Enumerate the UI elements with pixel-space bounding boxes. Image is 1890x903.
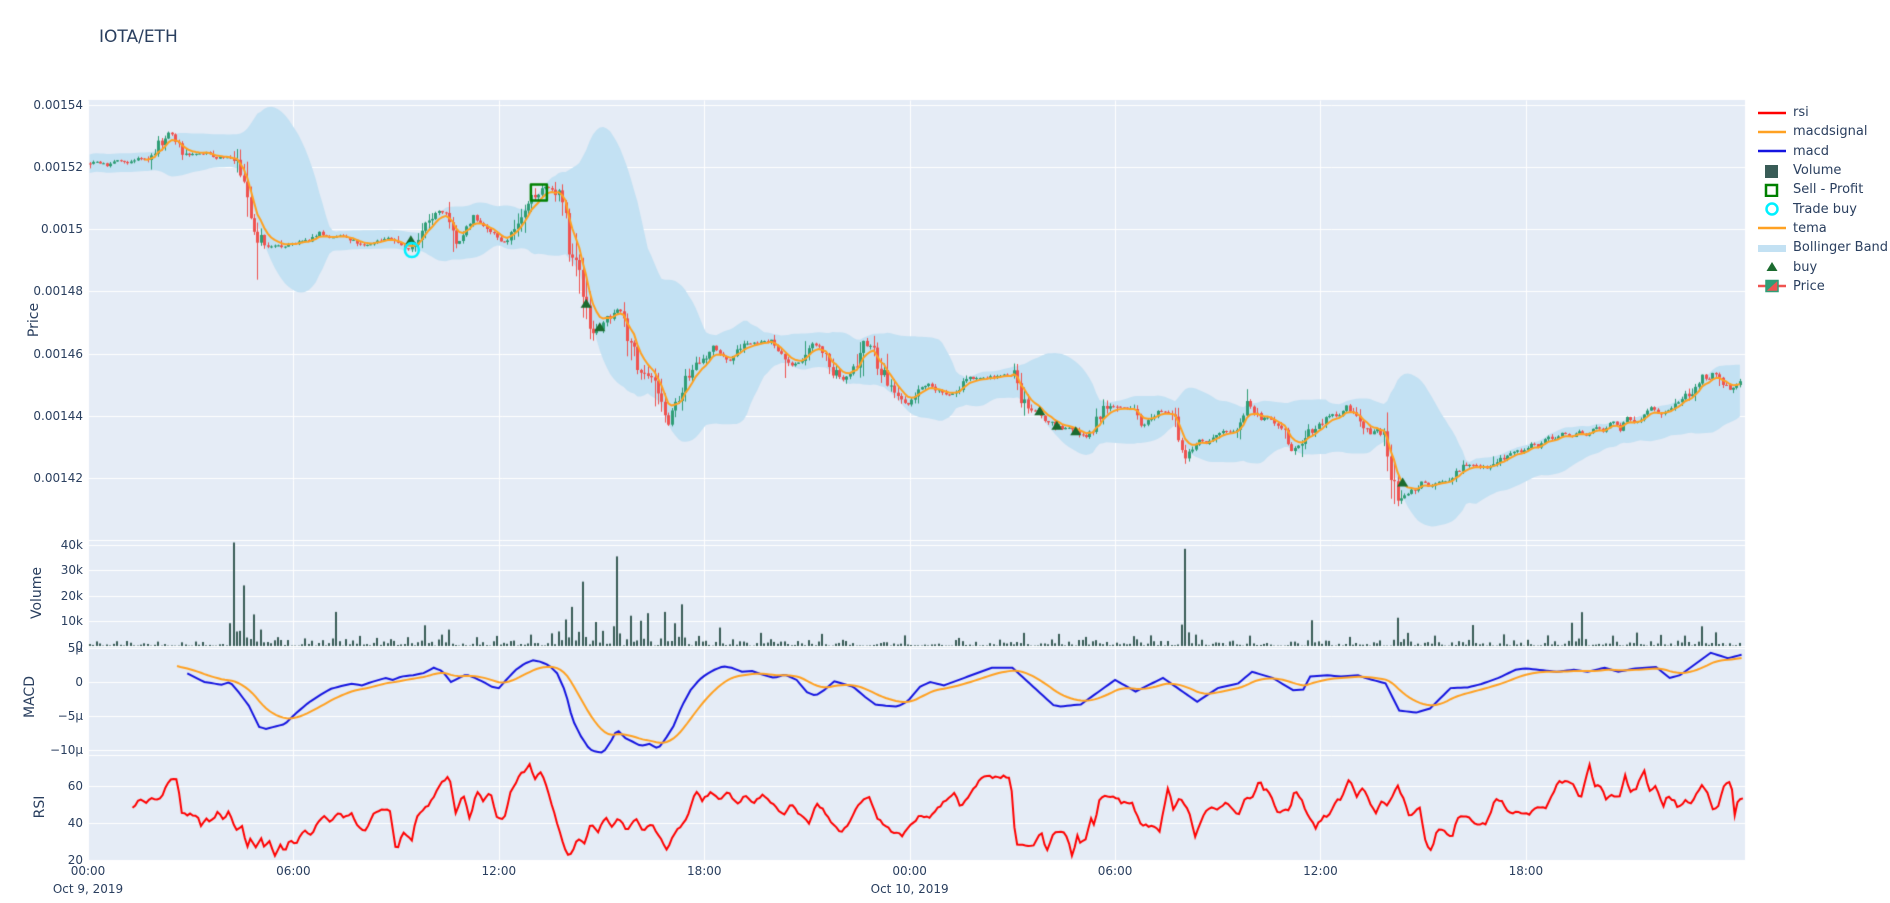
bollinger-band-legend-band-icon: [1756, 241, 1788, 255]
price-y-tick-label: 0.0015: [41, 222, 83, 237]
price-legend-candle-icon: [1756, 279, 1788, 293]
volume-y-tick-label: 20k: [60, 588, 83, 603]
legend-item-volume[interactable]: Volume: [1756, 161, 1888, 180]
page-title: IOTA/ETH: [99, 27, 178, 47]
volume-y-tick-label: 0: [75, 639, 83, 653]
trade-buy-legend-open-circle-icon: [1756, 202, 1788, 216]
x-tick-label: 12:00: [481, 864, 517, 878]
x-tick-label: 12:00: [1303, 864, 1338, 878]
legend-item-sell-profit[interactable]: Sell - Profit: [1756, 180, 1888, 199]
volume-legend-square-icon: [1756, 164, 1788, 178]
legend-item-macd[interactable]: macd: [1756, 142, 1888, 161]
x-tick-label: 00:00: [70, 864, 106, 878]
legend-label: Volume: [1793, 163, 1842, 179]
price-axis-title: Price: [26, 302, 42, 338]
macd-legend-line-icon: [1756, 144, 1788, 158]
price-y-tick-label: 0.00152: [33, 160, 83, 175]
legend-item-tema[interactable]: tema: [1756, 219, 1888, 238]
buy-legend-triangle-icon: [1756, 260, 1788, 274]
legend-item-price[interactable]: Price: [1756, 277, 1888, 296]
legend-item-macdsignal[interactable]: macdsignal: [1756, 122, 1888, 141]
macd-y-tick-label: 5µ: [67, 641, 83, 655]
x-tick-label: 00:00: [892, 864, 927, 878]
legend-label: macd: [1793, 143, 1830, 159]
macd-axis-title: MACD: [22, 676, 38, 718]
macd-y-tick-label: −5µ: [57, 709, 83, 723]
legend-label: rsi: [1793, 105, 1809, 121]
sell-profit-legend-open-square-icon: [1756, 183, 1788, 197]
price-y-tick-label: 0.00144: [33, 408, 83, 423]
legend-label: Trade buy: [1793, 201, 1857, 217]
x-tick-label: 06:00: [276, 864, 311, 878]
rsi-y-tick-label: 60: [67, 779, 83, 793]
x-date-label: Oct 10, 2019: [870, 882, 949, 896]
rsi-y-tick-label: 40: [67, 816, 83, 830]
legend-label: Bollinger Band: [1793, 240, 1889, 256]
legend-label: buy: [1793, 259, 1818, 275]
legend-label: macdsignal: [1793, 124, 1868, 140]
rsi-legend-line-icon: [1756, 106, 1788, 120]
price-y-tick-label: 0.00148: [33, 284, 83, 299]
price-y-tick-label: 0.00142: [33, 470, 83, 485]
chart-legend: rsi macdsignal macd Volume Sell - Profit Trad…: [1756, 103, 1888, 296]
rsi-axis-title: RSI: [32, 795, 48, 819]
price-y-tick-label: 0.00146: [33, 346, 83, 361]
legend-item-rsi[interactable]: rsi: [1756, 103, 1888, 122]
macd-y-tick-label: 0: [75, 675, 83, 689]
volume-axis-title: Volume: [29, 566, 45, 620]
legend-label: Price: [1793, 278, 1825, 294]
legend-item-buy[interactable]: buy: [1756, 257, 1888, 276]
price-y-tick-label: 0.00154: [33, 97, 83, 112]
rsi-y-tick-label: 20: [67, 853, 83, 867]
x-date-label: Oct 9, 2019: [52, 882, 124, 896]
x-tick-label: 18:00: [1508, 864, 1544, 878]
macdsignal-legend-line-icon: [1756, 125, 1788, 139]
legend-item-bollinger-band[interactable]: Bollinger Band: [1756, 238, 1888, 257]
legend-label: Sell - Profit: [1793, 182, 1864, 198]
volume-y-tick-label: 30k: [60, 563, 83, 578]
legend-label: tema: [1793, 220, 1827, 236]
x-tick-label: 18:00: [686, 864, 722, 878]
volume-y-tick-label: 40k: [60, 538, 83, 553]
x-tick-label: 06:00: [1097, 864, 1133, 878]
tema-legend-line-icon: [1756, 221, 1788, 235]
macd-y-tick-label: −10µ: [50, 743, 83, 757]
volume-y-tick-label: 10k: [60, 613, 83, 628]
legend-item-trade-buy[interactable]: Trade buy: [1756, 199, 1888, 218]
